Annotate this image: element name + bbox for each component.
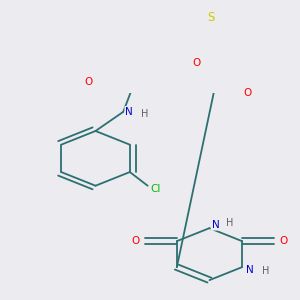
Text: H: H [262, 266, 269, 276]
Text: O: O [84, 77, 93, 87]
Text: N: N [212, 220, 219, 230]
Text: O: O [131, 236, 140, 246]
Text: O: O [192, 58, 201, 68]
Text: N: N [125, 107, 133, 117]
Text: O: O [243, 88, 251, 98]
Text: O: O [280, 236, 288, 246]
Text: N: N [246, 265, 254, 275]
Text: H: H [226, 218, 233, 228]
Text: Cl: Cl [150, 184, 161, 194]
Text: H: H [141, 109, 149, 119]
Text: S: S [208, 11, 215, 24]
